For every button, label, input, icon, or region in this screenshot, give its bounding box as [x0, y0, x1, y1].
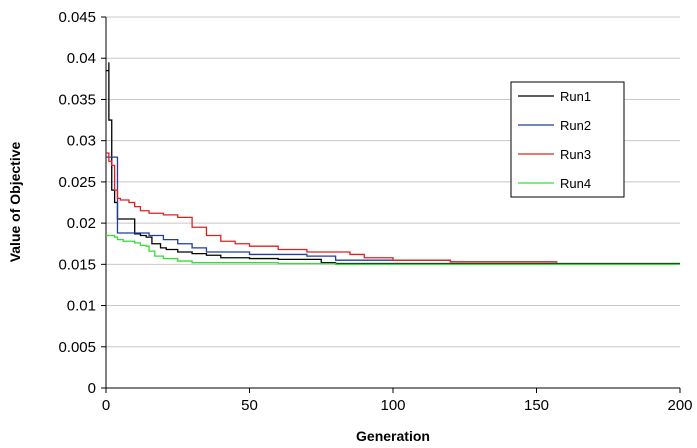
- y-axis-title: Value of Objective: [7, 141, 23, 262]
- legend-label-run2: Run2: [560, 118, 591, 133]
- y-tick-label: 0.02: [67, 215, 96, 232]
- x-tick-label: 150: [524, 397, 549, 414]
- series-line-run3: [106, 152, 558, 263]
- series-lines: [106, 62, 680, 265]
- series-line-run4: [106, 234, 680, 265]
- y-tick-label: 0.015: [58, 256, 96, 273]
- ticks: 0 0.005 0.01 0.015 0.02 0.025 0.03 0.035 0.04 0.0…: [58, 9, 692, 414]
- legend-label-run3: Run3: [560, 147, 591, 162]
- y-tick-label: 0.045: [58, 9, 96, 26]
- x-tick-label: 100: [380, 397, 405, 414]
- y-tick-label: 0.025: [58, 174, 96, 191]
- gridlines: [106, 16, 680, 348]
- axes: [105, 17, 680, 389]
- y-tick-label: 0: [88, 380, 96, 397]
- legend: Run1 Run2 Run3 Run4: [510, 81, 625, 198]
- x-tick-label: 50: [241, 397, 258, 414]
- legend-label-run4: Run4: [560, 176, 591, 191]
- x-tick-label: 0: [102, 397, 110, 414]
- y-tick-label: 0.03: [67, 133, 96, 150]
- series-line-run2: [106, 156, 558, 263]
- y-tick-label: 0.04: [67, 50, 96, 67]
- legend-box: [510, 81, 625, 198]
- y-tick-label: 0.005: [58, 339, 96, 356]
- legend-label-run1: Run1: [560, 89, 591, 104]
- y-tick-label: 0.035: [58, 91, 96, 108]
- series-line-run1: [106, 62, 680, 265]
- y-tick-label: 0.01: [67, 298, 96, 315]
- x-tick-label: 200: [667, 397, 692, 414]
- x-axis-title: Generation: [356, 428, 430, 444]
